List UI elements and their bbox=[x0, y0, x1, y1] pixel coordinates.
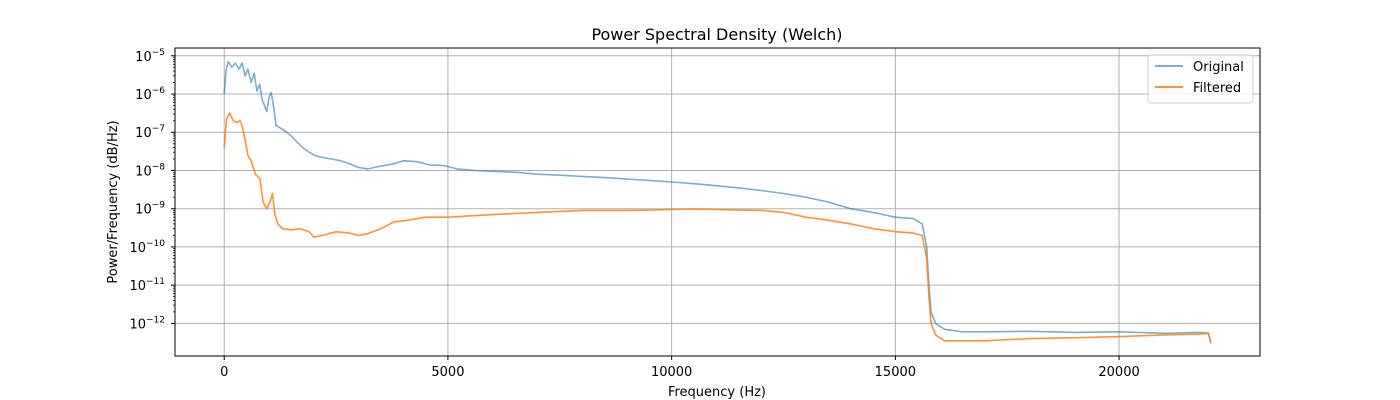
legend-label-original: Original bbox=[1193, 60, 1244, 75]
x-tick-label: 5000 bbox=[431, 365, 464, 380]
legend-label-filtered: Filtered bbox=[1193, 81, 1241, 96]
x-axis: 0 5000 10000 15000 20000 bbox=[220, 356, 1140, 380]
plot-series bbox=[223, 60, 1212, 344]
legend: Original Filtered bbox=[1147, 54, 1254, 104]
x-tick-label: 15000 bbox=[875, 365, 916, 380]
chart-title: Power Spectral Density (Welch) bbox=[591, 25, 842, 44]
plot-frame bbox=[174, 47, 1261, 357]
grid-lines bbox=[175, 48, 1260, 356]
x-tick-label: 10000 bbox=[651, 365, 692, 380]
y-axis-label: Power/Frequency (dB/Hz) bbox=[106, 120, 121, 283]
x-tick-label: 20000 bbox=[1098, 365, 1139, 380]
series-line-filtered bbox=[223, 112, 1212, 344]
x-tick-label: 0 bbox=[220, 365, 228, 380]
x-axis-label: Frequency (Hz) bbox=[668, 385, 766, 400]
